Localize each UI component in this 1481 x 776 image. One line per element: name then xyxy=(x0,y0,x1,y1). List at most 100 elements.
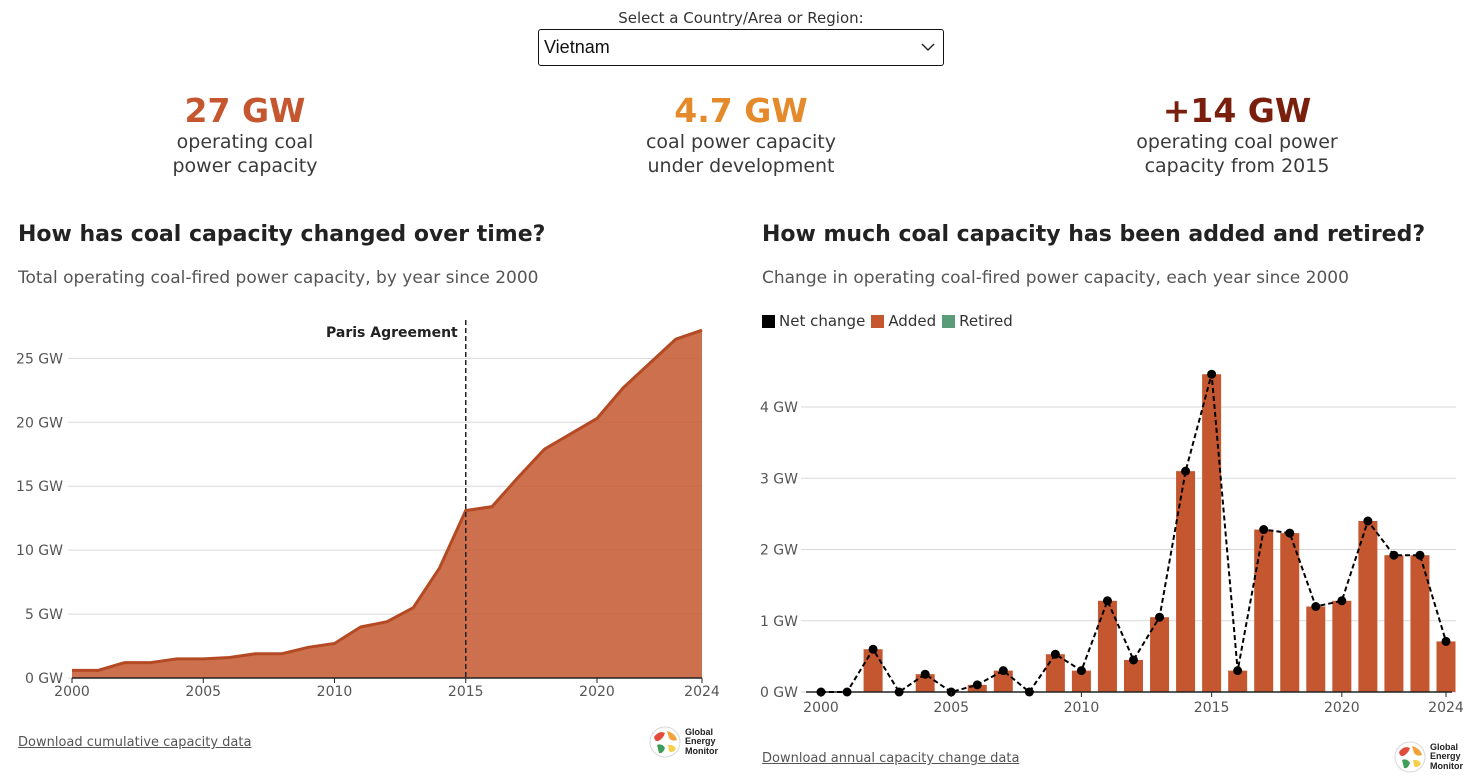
bar-added xyxy=(1436,641,1456,692)
net-change-point xyxy=(972,680,982,690)
legend-label: Net change xyxy=(779,312,866,330)
net-change-point xyxy=(1285,528,1295,538)
country-selector: Select a Country/Area or Region: Vietnam xyxy=(538,8,944,66)
net-change-point xyxy=(1181,466,1191,476)
y-tick-label: 0 GW xyxy=(760,685,798,701)
download-annual-link[interactable]: Download annual capacity change data xyxy=(762,751,1020,766)
selector-label: Select a Country/Area or Region: xyxy=(618,9,864,27)
x-tick-label: 2015 xyxy=(1194,700,1230,716)
x-tick-label: 2000 xyxy=(54,684,90,700)
x-tick-label: 2010 xyxy=(1064,700,1100,716)
legend-item-net-change[interactable]: Net change xyxy=(762,312,865,330)
legend-label: Retired xyxy=(959,312,1013,330)
legend-swatch xyxy=(871,314,885,328)
stat-under-development: 4.7 GW coal power capacity under develop… xyxy=(591,92,891,178)
x-tick-label: 2010 xyxy=(317,684,353,700)
globe-icon xyxy=(1394,741,1426,773)
country-select[interactable]: Vietnam xyxy=(538,29,944,66)
gem-logo-text: Global Energy Monitor xyxy=(1430,741,1463,771)
net-change-point xyxy=(1259,525,1269,535)
bar-added xyxy=(1045,654,1065,692)
stat-desc-line2: capacity from 2015 xyxy=(1144,155,1330,177)
y-tick-label: 2 GW xyxy=(760,543,798,559)
legend-label: Added xyxy=(888,312,937,330)
net-change-point xyxy=(1441,636,1451,646)
y-tick-label: 15 GW xyxy=(16,479,63,495)
legend-item-added[interactable]: Added xyxy=(871,312,936,330)
net-change-point xyxy=(1207,369,1217,379)
net-change-point xyxy=(1415,550,1425,560)
bar-added xyxy=(863,649,883,692)
stat-desc-line1: operating coal xyxy=(176,131,314,153)
stat-value: +14 GW xyxy=(1162,91,1312,130)
bar-added xyxy=(1332,600,1352,692)
stat-operating-capacity: 27 GW operating coal power capacity xyxy=(95,92,395,178)
legend-swatch xyxy=(762,314,775,328)
bar-added xyxy=(1202,374,1222,692)
x-tick-label: 2015 xyxy=(448,684,484,700)
chart-legend: Net change Added Retired xyxy=(762,312,1019,330)
x-tick-label: 2020 xyxy=(579,684,615,700)
y-tick-label: 25 GW xyxy=(16,351,63,367)
net-change-point xyxy=(1337,596,1347,606)
chevron-down-icon xyxy=(921,43,935,51)
right-panel-subtitle: Change in operating coal-fired power cap… xyxy=(762,268,1349,288)
net-change-point xyxy=(1050,649,1060,659)
stat-since-2015: +14 GW operating coal power capacity fro… xyxy=(1087,92,1387,178)
net-change-line xyxy=(821,373,1447,694)
net-change-point xyxy=(894,687,904,697)
x-tick-label: 2005 xyxy=(185,684,221,700)
left-panel-subtitle: Total operating coal-fired power capacit… xyxy=(18,268,539,288)
bar-added xyxy=(1176,471,1196,692)
bar-added xyxy=(993,670,1013,692)
gem-logo: Global Energy Monitor xyxy=(648,725,718,759)
net-change-point xyxy=(920,669,930,679)
net-change-point xyxy=(1024,687,1034,697)
net-change-point xyxy=(868,644,878,654)
bar-added xyxy=(1280,533,1300,692)
bar-added xyxy=(1254,529,1274,692)
stat-desc-line2: power capacity xyxy=(172,155,318,177)
right-panel-title: How much coal capacity has been added an… xyxy=(762,222,1426,247)
net-change-point xyxy=(1233,666,1243,676)
y-tick-label: 3 GW xyxy=(760,471,798,487)
net-change-point xyxy=(998,666,1008,676)
annual-change-chart: 0 GW 1 GW 2 GW 3 GW 4 GW 2000 2005 2010 2015 2020… xyxy=(760,369,1464,716)
net-change-point xyxy=(1129,655,1138,665)
bar-added xyxy=(1410,555,1430,692)
y-tick-label: 1 GW xyxy=(760,614,798,630)
download-cumulative-link[interactable]: Download cumulative capacity data xyxy=(18,735,252,750)
gem-logo: Global Energy Monitor xyxy=(1393,740,1463,774)
x-tick-label: 2000 xyxy=(803,700,839,716)
legend-swatch xyxy=(942,314,956,328)
x-tick-label: 2020 xyxy=(1324,700,1360,716)
stat-desc-line1: coal power capacity xyxy=(645,131,836,153)
x-tick-label: 2005 xyxy=(933,700,969,716)
net-change-point xyxy=(1389,550,1399,560)
y-tick-label: 4 GW xyxy=(760,400,798,416)
bar-added xyxy=(1384,555,1404,692)
net-change-point xyxy=(1363,516,1373,526)
net-change-point xyxy=(1076,666,1086,676)
y-tick-label: 0 GW xyxy=(25,671,63,687)
stat-desc-line2: under development xyxy=(647,155,835,177)
bar-added xyxy=(1071,670,1091,692)
legend-item-retired[interactable]: Retired xyxy=(942,312,1013,330)
country-select-value: Vietnam xyxy=(544,37,610,57)
stat-desc-line1: operating coal power xyxy=(1136,131,1338,153)
x-tick-label: 2024 xyxy=(1428,700,1464,716)
stat-value: 27 GW xyxy=(184,91,306,130)
net-change-point xyxy=(1102,596,1112,606)
left-panel-title: How has coal capacity changed over time? xyxy=(18,222,546,247)
y-tick-label: 20 GW xyxy=(16,415,63,431)
globe-icon xyxy=(649,726,681,758)
gem-logo-text: Global Energy Monitor xyxy=(685,726,718,756)
paris-agreement-label: Paris Agreement xyxy=(326,325,458,341)
bar-added xyxy=(1306,606,1326,692)
area-fill xyxy=(72,330,702,678)
area-line xyxy=(72,328,703,672)
y-tick-label: 5 GW xyxy=(25,607,63,623)
cumulative-capacity-chart: 0 GW 5 GW 10 GW 15 GW 20 GW 25 GW 2000 2005 2010… xyxy=(16,320,720,700)
net-change-point xyxy=(1155,612,1165,622)
bar-added xyxy=(1228,670,1248,692)
